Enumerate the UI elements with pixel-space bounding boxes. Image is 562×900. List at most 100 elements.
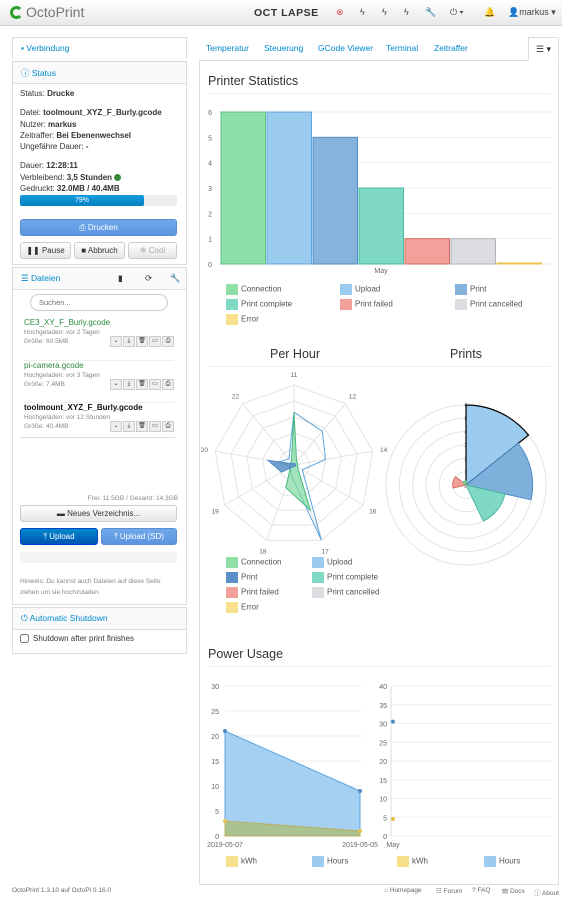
file-name[interactable]: CE3_XY_F_Burly.gcode [24,318,111,327]
status-timelapse: Zeitraffer: Bei Ebenenwechsel [20,131,132,140]
y-tick-label: 20 [211,734,219,741]
power-icon-1[interactable]: ϟ [360,7,365,17]
files-title: Dateien [31,273,61,283]
print-button-label: Drucken [87,223,118,232]
brand[interactable]: OctoPrint [10,4,84,20]
connection-header[interactable]: ▪ Verbindung [13,38,186,60]
prints-title: Prints [450,347,482,361]
system-power-icon[interactable]: ⏻ ▾ [450,7,464,17]
folder-icon[interactable]: ▭ [149,421,161,432]
file-size: Größe: 7.4MB [24,381,65,388]
y-tick-label: 1 [208,237,212,244]
power-icon-3[interactable]: ϟ [404,7,409,17]
file-name[interactable]: toolmount_XYZ_F_Burly.gcode [24,403,143,412]
download-icon[interactable]: ⤓ [123,336,135,347]
footer-docs[interactable]: ▤ Docs [502,888,525,895]
cool-button[interactable]: ❄ Cool [128,242,177,259]
legend-hours: Hours [312,856,348,867]
shutdown-header[interactable]: ⏻ Automatic Shutdown [13,608,186,630]
tab-terminal[interactable]: Terminal [386,43,419,53]
refresh-icon[interactable]: ⟳ [145,273,153,283]
legend-kwh-2: kWh [397,856,428,867]
y-tick-label: 5 [215,809,219,816]
y-tick-label: 10 [379,797,387,804]
download-icon[interactable]: ⤓ [123,379,135,390]
file-item[interactable]: toolmount_XYZ_F_Burly.gcode Hochgeladen:… [24,402,174,432]
print-file-icon[interactable]: ⎙ [162,379,174,390]
stop-icon[interactable]: ⊗ [336,7,344,17]
per-hour-radar-chart: 11 12 14 16 17 18 19 20 22 [201,372,388,556]
footer-about[interactable]: ⓘ About [534,890,559,897]
print-file-icon[interactable]: ⎙ [162,421,174,432]
point-hours [358,789,362,793]
new-folder-button[interactable]: ▬ Neues Verzeichnis... [20,505,177,522]
legend-cancelled: Print cancelled [312,587,379,598]
legend-error: Error [226,602,259,613]
question-icon: ? [472,887,476,894]
y-tick-label: 20 [379,759,387,766]
legend-error: Error [226,314,259,325]
wrench-icon[interactable]: 🔧 [425,7,437,17]
shutdown-checkbox[interactable] [20,634,29,643]
chevron-down-icon[interactable]: ⌄ [110,336,122,347]
file-name[interactable]: pi-camera.gcode [24,361,84,370]
octolapse-label[interactable]: OCT LAPSE [254,7,319,19]
chevron-down-icon[interactable]: ⌄ [110,421,122,432]
footer-faq[interactable]: ? FAQ [472,887,491,894]
legend-connection: Connection [226,284,281,295]
footer-homepage[interactable]: ⌂ Homepage [384,887,422,894]
legend-swatch [226,314,238,325]
footer-forum[interactable]: ☷ Forum [436,888,463,895]
radar-label: 16 [369,509,377,516]
wrench-settings-icon[interactable]: 🔧 [170,273,181,283]
legend-cancelled: Print cancelled [455,299,522,310]
files-header[interactable]: ☰ Dateien ▮ ⟳ 🔧 [13,268,186,290]
search-input[interactable] [30,294,168,311]
polar-slice-failed [452,475,468,489]
polar-slice-cancelled [464,483,468,489]
brand-text: OctoPrint [26,4,85,20]
cancel-button[interactable]: ■ Abbruch [74,242,125,259]
chevron-down-icon[interactable]: ⌄ [110,379,122,390]
power-off-icon: ⏻ [21,613,28,623]
hamburger-icon: ☰ ▾ [535,44,552,54]
legend-swatch [340,299,352,310]
tab-gcode-viewer[interactable]: GCode Viewer [318,43,374,53]
trash-icon[interactable]: 🗑 [136,421,148,432]
upload-button[interactable]: ⤒ Upload [20,528,98,545]
status-title: Status [31,68,56,78]
print-button[interactable]: ⎙ Drucken [20,219,177,236]
download-icon[interactable]: ⤓ [123,421,135,432]
file-item[interactable]: pi-camera.gcode Hochgeladen: vor 3 Tagen… [24,360,174,390]
status-file: Datei: toolmount_XYZ_F_Burly.gcode [20,108,162,117]
legend-connection: Connection [226,557,281,568]
folder-icon[interactable]: ▭ [149,336,161,347]
y-tick-label: 15 [211,759,219,766]
y-tick-label: 0 [383,834,387,841]
title-rule [208,666,551,667]
file-item[interactable]: CE3_XY_F_Burly.gcode Hochgeladen: vor 2 … [24,318,174,347]
bell-icon[interactable]: 🔔 [484,7,496,17]
print-file-icon[interactable]: ⎙ [162,336,174,347]
upload-icon: ⤒ [114,532,118,541]
pause-button[interactable]: ❚❚ Pause [20,242,71,259]
tab-control[interactable]: Steuerung [264,43,304,53]
y-tick-label: 0 [215,834,219,841]
tab-temperature[interactable]: Temperatur [206,43,249,53]
radar-spoke [293,450,373,466]
power-icon-2[interactable]: ϟ [382,7,387,17]
snowflake-icon: ❄ [139,246,147,255]
new-file-icon[interactable]: ▮ [118,273,123,283]
tab-timelapse[interactable]: Zeitraffer [434,43,468,53]
trash-icon[interactable]: 🗑 [136,336,148,347]
bar-print [312,136,358,265]
trash-icon[interactable]: 🗑 [136,379,148,390]
tab-more-dropdown[interactable]: ☰ ▾ [528,37,559,61]
folder-icon[interactable]: ▭ [149,379,161,390]
file-size: Größe: 60.5MB [24,338,69,345]
status-header[interactable]: ⓘ Status [13,62,186,84]
info-icon: ⓘ [21,68,30,78]
upload-sd-button[interactable]: ⤒ Upload (SD) [101,528,177,545]
per-hour-title: Per Hour [270,347,321,361]
user-menu[interactable]: 👤markus ▾ [508,7,556,17]
